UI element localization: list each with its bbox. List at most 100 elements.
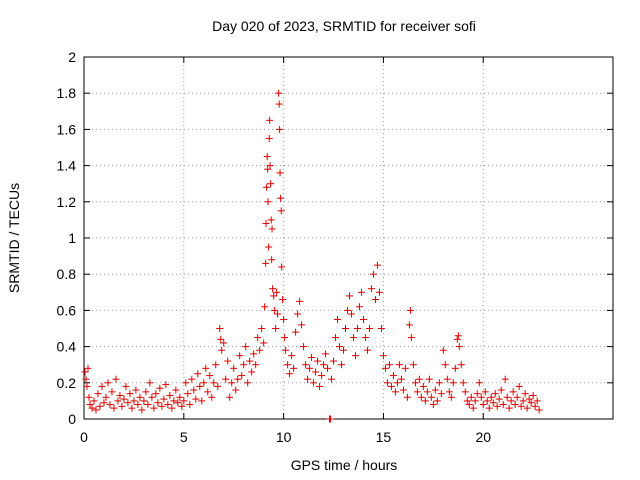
data-point <box>361 334 369 342</box>
data-point <box>457 361 465 369</box>
data-point <box>527 399 535 407</box>
data-point <box>110 404 118 412</box>
data-point <box>200 379 208 387</box>
data-point <box>265 243 273 251</box>
data-point <box>334 315 342 323</box>
data-point <box>276 169 284 177</box>
data-point <box>409 361 417 369</box>
data-point <box>248 368 256 376</box>
data-point <box>429 401 437 409</box>
data-point <box>160 395 168 403</box>
data-point <box>275 100 283 108</box>
data-point <box>138 406 146 414</box>
data-point <box>469 404 477 412</box>
data-point <box>162 381 170 389</box>
data-point <box>262 259 270 267</box>
data-point <box>279 296 287 304</box>
data-point <box>298 321 306 329</box>
data-point <box>487 393 495 401</box>
data-point <box>397 375 405 383</box>
data-point <box>383 379 391 387</box>
data-point <box>415 375 423 383</box>
data-points <box>81 89 543 423</box>
data-point <box>281 334 289 342</box>
y-tick-label: 0.6 <box>57 302 77 318</box>
data-point <box>328 375 336 383</box>
data-point <box>511 401 519 409</box>
data-point <box>473 390 481 398</box>
data-point <box>190 386 198 394</box>
data-point <box>258 325 266 332</box>
data-point <box>166 391 174 399</box>
data-point <box>284 361 292 369</box>
data-point <box>178 402 186 410</box>
data-point <box>375 288 383 296</box>
data-point <box>94 390 102 398</box>
data-point <box>214 382 222 390</box>
data-point <box>140 397 148 405</box>
data-point <box>465 401 473 409</box>
data-point <box>244 379 252 387</box>
data-point <box>116 391 124 399</box>
data-point <box>290 364 298 372</box>
data-point <box>90 397 98 405</box>
data-point <box>124 399 132 407</box>
data-point <box>286 370 294 378</box>
data-point <box>433 397 441 405</box>
y-tick-label: 1.6 <box>57 121 77 137</box>
data-point <box>168 404 176 412</box>
data-point <box>273 288 281 296</box>
data-point <box>220 339 228 347</box>
data-point <box>406 306 414 314</box>
y-tick-label: 1.4 <box>57 158 77 174</box>
data-point <box>521 390 529 398</box>
data-point <box>114 397 122 405</box>
x-tick-label: 0 <box>80 429 88 445</box>
y-axis-label: SRMTID / TECUs <box>6 183 22 293</box>
data-point <box>477 393 485 401</box>
data-point <box>499 401 507 409</box>
data-point <box>182 379 190 387</box>
data-point <box>497 386 505 394</box>
x-tick-label: 10 <box>276 429 292 445</box>
data-point <box>365 325 373 332</box>
data-point <box>210 379 218 387</box>
data-point <box>367 285 375 293</box>
y-tick-label: 0 <box>68 411 76 427</box>
x-tick-label: 20 <box>475 429 491 445</box>
data-point <box>271 306 279 314</box>
data-point <box>263 183 271 191</box>
data-point <box>296 297 304 305</box>
data-point <box>344 306 352 314</box>
data-point <box>275 89 283 97</box>
data-point <box>359 315 367 323</box>
data-point <box>535 406 543 414</box>
data-point <box>277 207 285 215</box>
axis-ticks: 00.20.40.60.811.21.41.61.820 5 10 15 20 <box>57 49 613 445</box>
data-point <box>525 395 533 403</box>
data-point <box>86 401 94 409</box>
data-point <box>292 328 300 336</box>
y-tick-label: 0.4 <box>57 339 77 355</box>
data-point <box>294 310 302 318</box>
data-point <box>531 402 539 410</box>
data-point <box>379 352 387 360</box>
data-point <box>194 370 202 378</box>
x-tick-label: 5 <box>180 429 188 445</box>
data-point <box>280 315 288 323</box>
data-point <box>276 125 284 133</box>
data-point <box>267 180 275 188</box>
data-point <box>262 220 270 228</box>
data-point <box>130 397 138 405</box>
data-point <box>357 288 365 296</box>
data-point <box>250 350 258 358</box>
data-point <box>174 399 182 407</box>
data-point <box>363 346 371 354</box>
data-point <box>515 382 523 390</box>
data-point <box>495 395 503 403</box>
data-point <box>338 361 346 369</box>
data-point <box>82 375 90 383</box>
data-point <box>312 368 320 376</box>
data-point <box>377 325 385 332</box>
data-point <box>419 382 427 390</box>
